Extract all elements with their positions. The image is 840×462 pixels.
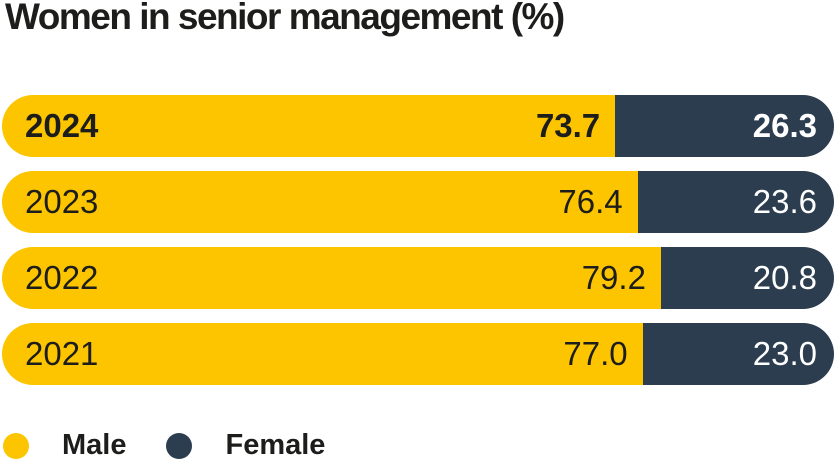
bar-segment-male: 2021 77.0 — [2, 323, 643, 385]
bar-row: 2022 79.2 20.8 — [2, 247, 834, 309]
bar-row: 2021 77.0 23.0 — [2, 323, 834, 385]
bar-segment-female: 23.6 — [637, 171, 834, 233]
bar-segment-female: 23.0 — [642, 323, 834, 385]
year-label: 2021 — [25, 335, 99, 372]
legend: Male Female — [3, 429, 325, 462]
bar-row: 2023 76.4 23.6 — [2, 171, 834, 233]
female-value-label: 26.3 — [752, 107, 817, 144]
female-value-label: 23.6 — [752, 183, 817, 220]
male-value-label: 73.7 — [535, 107, 601, 144]
bar-segment-female: 20.8 — [660, 247, 834, 309]
bar-segment-female: 26.3 — [615, 95, 834, 157]
bar-segment-male: 2024 73.7 — [2, 95, 616, 157]
bar-row: 2024 73.7 26.3 — [2, 95, 834, 157]
bar-segment-male: 2023 76.4 — [2, 171, 638, 233]
female-value-label: 20.8 — [752, 259, 817, 296]
legend-item-male: Male — [3, 429, 126, 462]
male-value-label: 79.2 — [581, 259, 646, 296]
bar-chart: 2024 73.7 26.3 2023 76.4 23.6 2022 79.2 … — [2, 95, 834, 399]
year-label: 2023 — [25, 183, 99, 220]
male-value-label: 76.4 — [558, 183, 623, 220]
legend-item-female: Female — [166, 429, 325, 462]
chart-title: Women in senior management (%) — [5, 0, 565, 37]
year-label: 2022 — [25, 259, 99, 296]
legend-male-label: Male — [62, 429, 127, 461]
male-value-label: 77.0 — [563, 335, 628, 372]
female-value-label: 23.0 — [752, 335, 817, 372]
male-swatch-circle-icon — [3, 432, 29, 459]
bar-segment-male: 2022 79.2 — [2, 247, 661, 309]
female-swatch-circle-icon — [166, 432, 193, 459]
year-label: 2024 — [25, 107, 99, 144]
legend-female-label: Female — [225, 429, 326, 461]
